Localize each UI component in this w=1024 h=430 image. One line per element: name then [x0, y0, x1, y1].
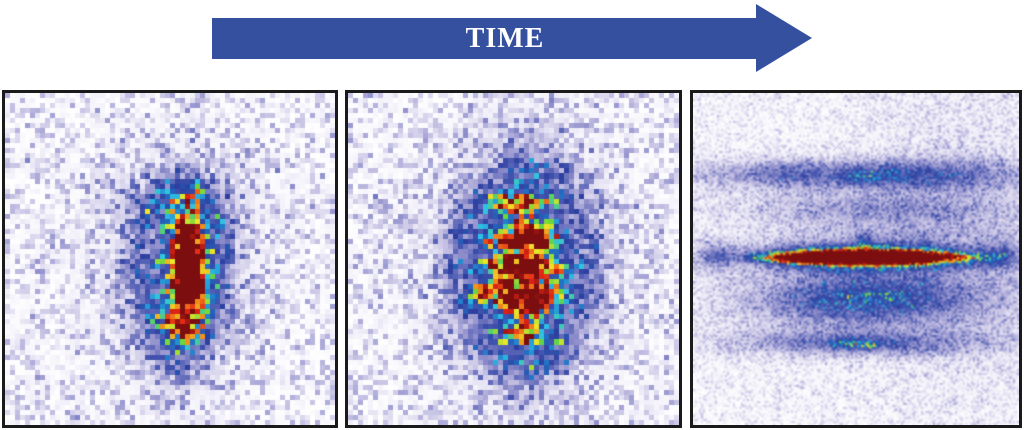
heatmap-panel-3 [690, 90, 1022, 428]
heatmap-panel-2 [345, 90, 682, 428]
absorption-image-late [693, 93, 1019, 425]
time-arrow-label: TIME [465, 23, 545, 54]
absorption-image-middle [348, 93, 679, 425]
absorption-image-early [5, 93, 335, 425]
heatmap-panel-1 [2, 90, 338, 428]
time-arrow: TIME [212, 18, 756, 59]
time-arrow-head-icon [756, 4, 812, 72]
